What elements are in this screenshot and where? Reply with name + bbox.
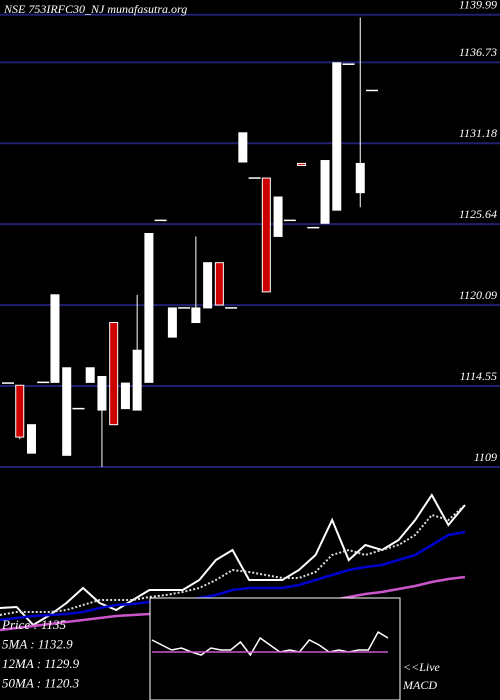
y-tick-label: 1109: [474, 450, 497, 464]
chart-title: NSE 753IRFC30_NJ munafasutra.org: [3, 2, 187, 16]
legend-entry: 5MA : 1132.9: [2, 636, 73, 651]
candle-body: [214, 262, 224, 306]
y-tick-label: 1125.64: [459, 207, 497, 221]
candle-body: [144, 233, 154, 383]
candle-body: [132, 349, 142, 411]
macd-label: MACD: [402, 678, 437, 692]
candle-body: [273, 196, 283, 237]
y-tick-label: 1131.18: [459, 126, 497, 140]
candle-body: [26, 424, 36, 454]
candle-body: [85, 367, 95, 383]
y-tick-label: 1114.55: [460, 369, 497, 383]
candle-body: [238, 132, 248, 163]
candle-body: [62, 367, 72, 456]
indicator-line: [0, 530, 466, 622]
candle-body: [120, 382, 130, 410]
candle-body: [320, 160, 330, 224]
indicator-line: [0, 504, 466, 616]
candle-body: [167, 307, 177, 338]
candle-body: [109, 322, 119, 426]
candle-body: [203, 262, 213, 309]
legend-entry: 50MA : 1120.3: [2, 675, 80, 690]
candle-body: [191, 307, 201, 324]
candle-body: [297, 162, 307, 166]
legend-entry: 12MA : 1129.9: [2, 656, 80, 671]
legend-entry: Price : 1135: [1, 617, 67, 632]
candle-body: [261, 177, 271, 293]
candle-body: [50, 294, 60, 383]
candle-body: [332, 62, 342, 211]
indicator-line: [0, 493, 466, 627]
y-tick-label: 1139.99: [459, 0, 497, 11]
macd-label: <<Live: [403, 660, 441, 674]
candle-body: [97, 376, 107, 411]
y-tick-label: 1120.09: [459, 288, 497, 302]
candle-body: [355, 162, 365, 194]
y-tick-label: 1136.73: [459, 45, 497, 59]
candle-body: [15, 384, 25, 438]
